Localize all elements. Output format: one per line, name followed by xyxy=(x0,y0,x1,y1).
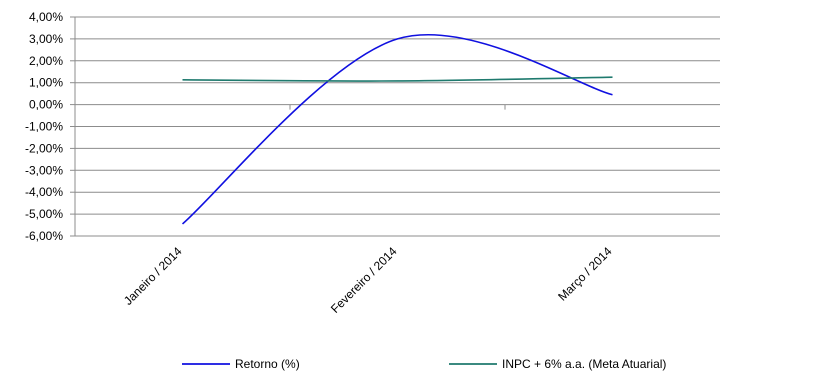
gridlines xyxy=(75,16,720,237)
y-tick-label: 2,00% xyxy=(29,54,63,68)
y-tick-label: -6,00% xyxy=(25,229,63,243)
y-tick-labels: 4,00% 3,00% 2,00% 1,00% 0,00% -1,00% -2,00% -3,… xyxy=(25,10,63,243)
y-tick-label: 1,00% xyxy=(29,76,63,90)
y-tick-label: 0,00% xyxy=(29,98,63,112)
x-tick-label: Janeiro / 2014 xyxy=(121,244,185,308)
legend-label-1: Retorno (%) xyxy=(235,357,300,371)
x-tick-label: Março / 2014 xyxy=(555,244,615,304)
x-tick-label: Fevereiro / 2014 xyxy=(328,244,400,316)
series-lines xyxy=(181,33,613,225)
legend-label-2: INPC + 6% a.a. (Meta Atuarial) xyxy=(502,357,666,371)
y-tick-label: -2,00% xyxy=(25,141,63,155)
axes xyxy=(70,16,506,237)
series-line-1 xyxy=(181,33,613,225)
y-tick-label: -5,00% xyxy=(25,207,63,221)
legend: Retorno (%) INPC + 6% a.a. (Meta Atuarial… xyxy=(182,357,666,371)
y-tick-label: -4,00% xyxy=(25,185,63,199)
series-line-2 xyxy=(182,76,613,82)
x-tick-labels: Janeiro / 2014 Fevereiro / 2014 Março / 20… xyxy=(121,244,615,316)
y-tick-label: -3,00% xyxy=(25,163,63,177)
y-tick-label: 3,00% xyxy=(29,32,63,46)
y-tick-label: -1,00% xyxy=(25,120,63,134)
y-tick-label: 4,00% xyxy=(29,10,63,24)
